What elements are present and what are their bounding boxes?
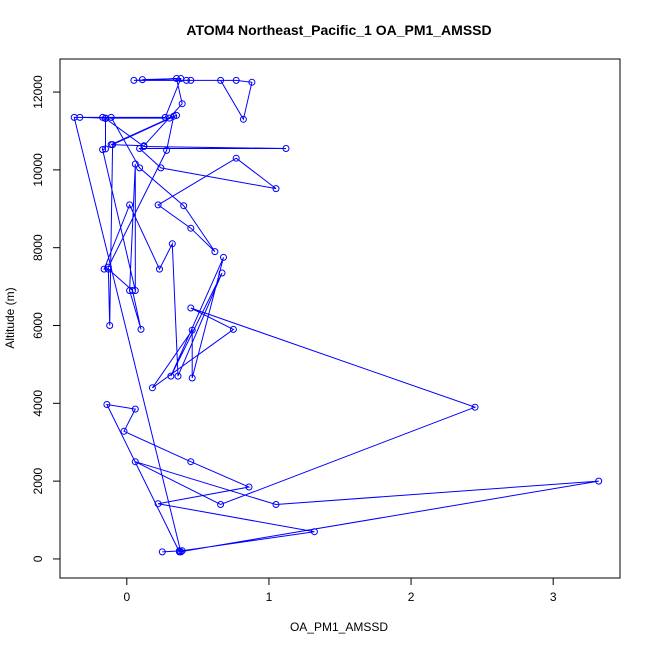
data-point <box>217 501 225 508</box>
data-point <box>136 164 144 172</box>
data-points <box>70 75 603 556</box>
data-point <box>120 427 128 435</box>
x-tick-label: 0 <box>123 590 130 604</box>
data-point <box>131 458 139 466</box>
data-point <box>129 287 136 294</box>
data-point <box>163 146 171 154</box>
data-point <box>187 458 195 466</box>
x-tick-label: 1 <box>266 590 273 604</box>
x-tick-label: 2 <box>408 590 415 604</box>
data-point <box>245 483 253 491</box>
data-point <box>282 145 290 152</box>
data-point <box>156 265 163 273</box>
data-point <box>272 501 280 508</box>
data-point <box>218 269 226 277</box>
data-point <box>272 185 280 193</box>
data-point <box>595 477 603 485</box>
data-point <box>157 164 165 172</box>
data-point <box>104 263 112 271</box>
data-point <box>100 265 108 273</box>
data-point <box>167 372 175 380</box>
data-point <box>99 113 107 121</box>
data-point <box>137 325 145 333</box>
y-tick-label: 12000 <box>31 75 45 109</box>
y-axis-label: Altitude (m) <box>3 287 17 348</box>
data-point <box>158 548 166 556</box>
data-point <box>154 500 162 508</box>
data-point <box>130 76 138 84</box>
data-point <box>148 384 156 392</box>
data-point <box>107 141 115 149</box>
data-point <box>131 287 139 294</box>
data-point <box>232 76 240 84</box>
x-axis-label: OA_PM1_AMSSD <box>290 620 388 634</box>
chart-title: ATOM4 Northeast_Pacific_1 OA_PM1_AMSSD <box>186 22 491 38</box>
data-point <box>220 253 227 261</box>
data-point <box>310 528 318 536</box>
data-point <box>104 265 112 273</box>
data-point <box>187 224 195 232</box>
plot-frame <box>59 58 621 579</box>
y-axis: 0 2000 4000 6000 8000 10000 12000 <box>31 75 60 562</box>
data-point <box>138 76 146 84</box>
data-point <box>126 201 134 209</box>
y-tick-label: 4000 <box>31 390 45 417</box>
data-point <box>154 201 162 209</box>
y-tick-label: 0 <box>31 555 45 562</box>
data-point <box>180 202 188 210</box>
data-point <box>173 75 180 82</box>
series-line <box>73 77 599 554</box>
data-point <box>173 111 180 119</box>
data-point <box>177 75 185 82</box>
data-point <box>165 114 173 122</box>
data-point <box>217 76 225 84</box>
y-tick-label: 10000 <box>31 153 45 187</box>
data-point <box>168 240 176 248</box>
data-point <box>188 374 196 382</box>
data-point <box>174 372 182 380</box>
data-point <box>140 142 148 150</box>
x-axis: 0 1 2 3 <box>123 578 557 604</box>
y-tick-label: 6000 <box>31 312 45 339</box>
data-point <box>106 322 114 329</box>
y-tick-label: 8000 <box>31 234 45 261</box>
data-point <box>248 78 256 86</box>
data-point <box>471 403 479 411</box>
data-point <box>170 112 178 120</box>
data-point <box>103 401 111 408</box>
data-point <box>187 304 195 312</box>
data-point <box>99 146 107 154</box>
x-tick-label: 3 <box>550 590 557 604</box>
data-point <box>187 76 195 84</box>
data-point <box>131 160 139 168</box>
data-point <box>161 113 169 121</box>
data-point <box>232 154 240 162</box>
data-point <box>70 113 78 121</box>
data-point <box>175 547 183 555</box>
data-point <box>177 548 185 556</box>
data-point <box>102 145 109 153</box>
data-point <box>178 100 186 108</box>
data-point <box>102 114 109 122</box>
data-point <box>229 325 237 333</box>
y-tick-label: 2000 <box>31 467 45 494</box>
data-point <box>131 405 139 413</box>
data-point <box>239 115 247 123</box>
data-point <box>188 326 196 334</box>
data-point <box>211 248 219 256</box>
